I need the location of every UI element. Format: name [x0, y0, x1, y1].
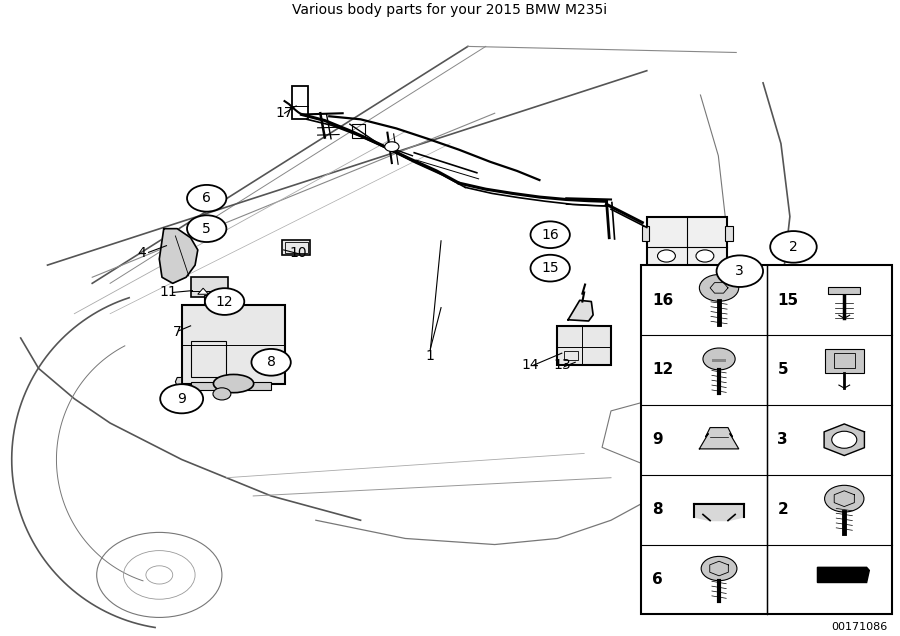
- Circle shape: [703, 348, 735, 370]
- Text: 16: 16: [652, 293, 673, 308]
- Circle shape: [716, 256, 763, 287]
- Text: 12: 12: [216, 294, 233, 308]
- Polygon shape: [656, 289, 727, 308]
- Text: 9: 9: [652, 432, 662, 447]
- Text: 16: 16: [541, 228, 559, 242]
- Text: 12: 12: [652, 363, 673, 377]
- Bar: [557, 326, 611, 365]
- Bar: [204, 296, 220, 305]
- Polygon shape: [699, 427, 739, 449]
- Title: Various body parts for your 2015 BMW M235i: Various body parts for your 2015 BMW M23…: [292, 3, 608, 17]
- Text: 1: 1: [426, 349, 435, 363]
- Bar: [292, 86, 308, 120]
- Text: 11: 11: [159, 286, 177, 300]
- Text: 17: 17: [275, 106, 293, 120]
- Polygon shape: [159, 229, 198, 283]
- Text: 8: 8: [266, 356, 275, 370]
- Circle shape: [530, 255, 570, 282]
- Circle shape: [770, 231, 816, 263]
- Bar: [828, 287, 860, 294]
- Bar: [643, 226, 650, 241]
- Polygon shape: [694, 504, 744, 520]
- Text: 14: 14: [522, 358, 539, 372]
- Bar: [712, 359, 726, 362]
- Circle shape: [696, 250, 714, 262]
- Circle shape: [187, 216, 227, 242]
- Text: 2: 2: [778, 502, 788, 517]
- Bar: [182, 305, 284, 384]
- Circle shape: [205, 288, 244, 315]
- Text: 5: 5: [202, 222, 211, 236]
- Circle shape: [251, 349, 291, 376]
- Ellipse shape: [213, 375, 254, 392]
- Bar: [642, 265, 892, 614]
- Circle shape: [824, 485, 864, 512]
- Bar: [725, 226, 733, 241]
- Text: 5: 5: [778, 363, 788, 377]
- Bar: [824, 349, 864, 373]
- Text: 00171086: 00171086: [831, 622, 887, 632]
- Circle shape: [384, 142, 399, 151]
- Circle shape: [699, 275, 739, 301]
- Bar: [191, 382, 271, 390]
- Text: 3: 3: [735, 264, 744, 278]
- Text: 6: 6: [202, 191, 211, 205]
- Circle shape: [832, 431, 857, 448]
- Bar: [282, 240, 310, 255]
- Bar: [284, 242, 308, 253]
- Polygon shape: [568, 300, 593, 321]
- Bar: [352, 124, 365, 137]
- Circle shape: [160, 384, 203, 413]
- Bar: [191, 277, 229, 296]
- Text: 3: 3: [778, 432, 788, 447]
- Text: 4: 4: [137, 246, 146, 260]
- Bar: [564, 351, 578, 361]
- Circle shape: [660, 273, 673, 283]
- Text: 10: 10: [289, 246, 307, 260]
- Polygon shape: [824, 424, 864, 455]
- Circle shape: [213, 388, 231, 400]
- Bar: [191, 341, 227, 378]
- Circle shape: [658, 250, 675, 262]
- Text: 13: 13: [553, 358, 571, 372]
- Polygon shape: [198, 288, 209, 294]
- Polygon shape: [176, 378, 182, 387]
- Text: 2: 2: [789, 240, 797, 254]
- Bar: [647, 216, 727, 289]
- Circle shape: [530, 221, 570, 248]
- Circle shape: [701, 556, 737, 581]
- Text: 6: 6: [652, 572, 663, 587]
- Text: 15: 15: [778, 293, 798, 308]
- Text: 9: 9: [177, 392, 186, 406]
- Circle shape: [187, 185, 227, 212]
- Polygon shape: [817, 567, 869, 583]
- Text: 8: 8: [652, 502, 662, 517]
- Bar: [833, 354, 855, 368]
- Text: 15: 15: [542, 261, 559, 275]
- Text: 7: 7: [173, 325, 182, 339]
